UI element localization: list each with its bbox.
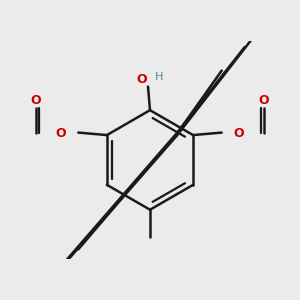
Text: O: O: [234, 127, 244, 140]
Text: O: O: [31, 94, 41, 107]
Text: H: H: [155, 72, 164, 82]
Text: O: O: [56, 127, 66, 140]
Text: O: O: [259, 94, 269, 107]
Text: O: O: [136, 73, 147, 86]
